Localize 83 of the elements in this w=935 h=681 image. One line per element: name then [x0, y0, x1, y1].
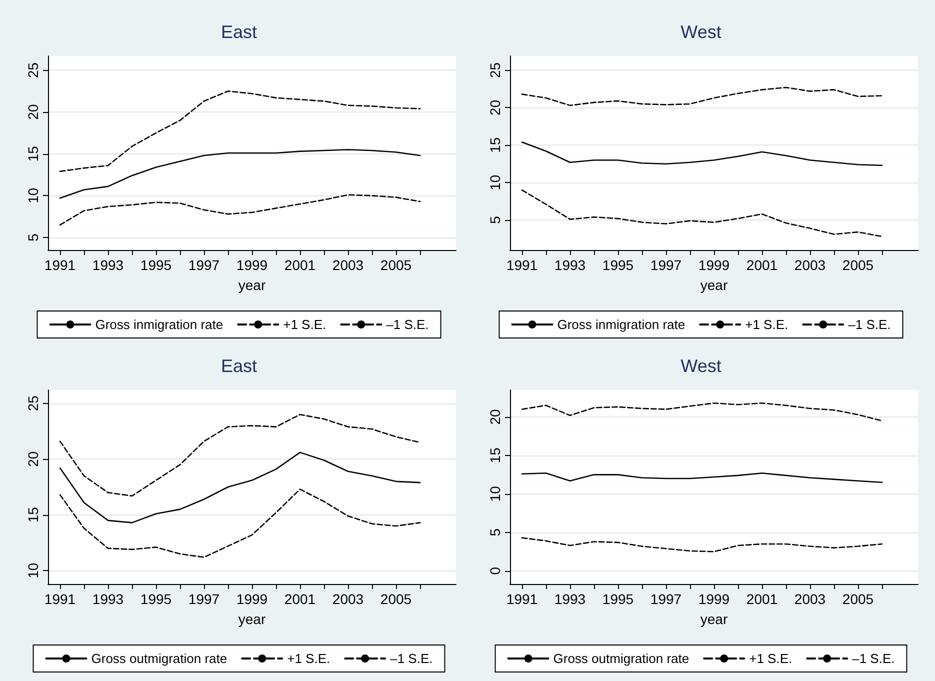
- y-tick-label: 5: [25, 233, 41, 242]
- y-tick-label: 5: [487, 216, 503, 224]
- x-tick-label: 1999: [236, 591, 268, 607]
- x-tick-label: 1991: [506, 257, 538, 273]
- line-series: [521, 402, 883, 422]
- legend-label: +1 S.E.: [287, 651, 330, 666]
- y-tick-label: 10: [487, 174, 503, 190]
- legend-label: +1 S.E.: [283, 317, 326, 332]
- line-series: [59, 194, 421, 226]
- legend-label: –1 S.E.: [848, 317, 891, 332]
- legend-label: +1 S.E.: [745, 317, 788, 332]
- y-tick-label: 15: [487, 447, 503, 464]
- x-tick-label: 1999: [236, 257, 268, 273]
- x-tick-label: 1991: [44, 591, 76, 607]
- legend-label: –1 S.E.: [390, 651, 433, 666]
- x-tick-label: 2003: [332, 257, 364, 273]
- y-tick-label: 10: [25, 188, 41, 204]
- x-axis-title: year: [700, 277, 728, 293]
- x-tick-label: 1995: [140, 257, 172, 273]
- legend-label: Gross inmigration rate: [95, 317, 224, 332]
- line-series: [521, 472, 883, 484]
- x-tick-label: 2005: [380, 257, 412, 273]
- x-tick-label: 2003: [332, 591, 364, 607]
- x-tick-label: 1997: [188, 591, 220, 607]
- x-tick-label: 2003: [794, 257, 826, 273]
- x-tick-label: 2001: [746, 591, 778, 607]
- y-tick-label: 15: [25, 146, 41, 162]
- chart-title: East: [220, 22, 258, 42]
- legend-label: +1 S.E.: [749, 651, 792, 666]
- line-series: [521, 189, 883, 238]
- legend-label: Gross outmigration rate: [553, 651, 690, 666]
- line-series: [59, 90, 421, 172]
- x-tick-label: 2005: [380, 591, 412, 607]
- y-tick-label: 15: [487, 137, 503, 153]
- x-axis-title: year: [700, 611, 728, 627]
- x-tick-label: 2001: [746, 257, 778, 273]
- y-tick-label: 0: [487, 566, 503, 575]
- chart-title: East: [220, 356, 258, 376]
- x-tick-label: 1993: [554, 591, 586, 607]
- x-tick-label: 1997: [650, 257, 682, 273]
- x-tick-label: 1995: [140, 591, 172, 607]
- y-tick-label: 10: [25, 562, 41, 578]
- x-tick-label: 1991: [44, 257, 76, 273]
- x-tick-label: 1993: [92, 591, 124, 607]
- y-tick-label: 10: [487, 486, 503, 502]
- x-tick-label: 1993: [554, 257, 586, 273]
- x-tick-label: 2003: [794, 591, 826, 607]
- y-tick-label: 20: [25, 451, 41, 467]
- legend-label: Gross inmigration rate: [557, 317, 686, 332]
- x-tick-label: 1993: [92, 257, 124, 273]
- line-series: [59, 414, 421, 497]
- line-series: [521, 86, 883, 106]
- y-tick-label: 20: [487, 408, 503, 425]
- x-tick-label: 2001: [284, 591, 316, 607]
- x-tick-label: 1995: [602, 257, 634, 273]
- x-axis-title: year: [238, 277, 266, 293]
- x-tick-label: 2005: [842, 591, 874, 607]
- y-tick-label: 5: [487, 528, 503, 536]
- x-tick-label: 1995: [602, 591, 634, 607]
- x-tick-label: 1997: [188, 257, 220, 273]
- x-axis-title: year: [238, 611, 266, 627]
- chart-title: West: [680, 356, 722, 376]
- legend-label: –1 S.E.: [386, 317, 429, 332]
- line-series: [59, 149, 421, 199]
- line-series: [59, 488, 421, 558]
- y-tick-label: 25: [25, 395, 41, 412]
- line-series: [521, 537, 883, 552]
- y-tick-label: 20: [487, 100, 503, 116]
- y-tick-label: 15: [25, 506, 41, 523]
- x-tick-label: 1991: [506, 591, 538, 607]
- legend-label: Gross outmigration rate: [91, 651, 228, 666]
- y-tick-label: 25: [25, 62, 41, 78]
- y-tick-label: 25: [487, 62, 503, 78]
- x-tick-label: 1997: [650, 591, 682, 607]
- x-tick-label: 1999: [698, 257, 730, 273]
- y-tick-label: 20: [25, 104, 41, 120]
- line-series: [521, 141, 883, 166]
- x-tick-label: 2001: [284, 257, 316, 273]
- line-series: [59, 452, 421, 524]
- x-tick-label: 1999: [698, 591, 730, 607]
- chart-title: West: [680, 22, 722, 42]
- x-tick-label: 2005: [842, 257, 874, 273]
- legend-label: –1 S.E.: [852, 651, 895, 666]
